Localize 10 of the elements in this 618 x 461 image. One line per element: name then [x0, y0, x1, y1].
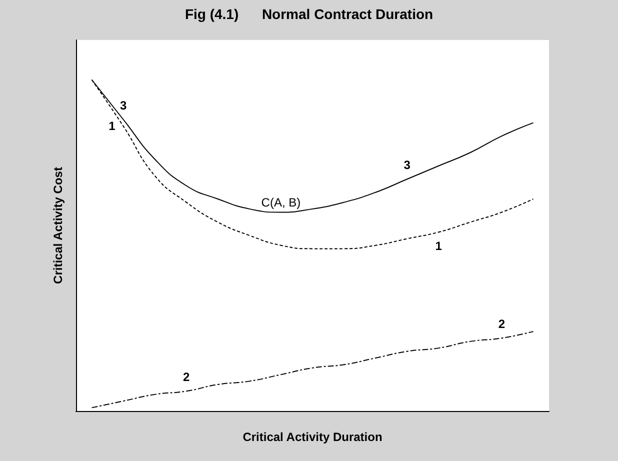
series-label: 2: [183, 370, 190, 384]
series-label: 1: [108, 119, 116, 134]
y-axis-title: Critical Activity Cost: [51, 167, 65, 284]
x-axis-title: Critical Activity Duration: [242, 430, 382, 444]
chart-title: Fig (4.1) Normal Contract Duration: [184, 6, 434, 22]
annotation: C(A, B): [261, 195, 301, 210]
text: 3: [404, 158, 410, 172]
series-label: 3: [120, 98, 127, 112]
text: 2: [498, 317, 506, 332]
text: 1: [435, 239, 442, 254]
